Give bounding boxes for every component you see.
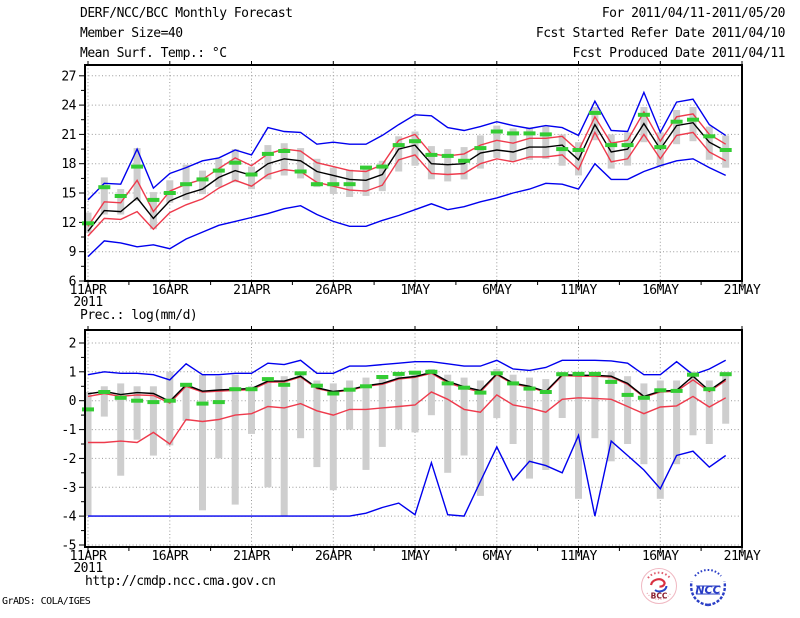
forecast-period-label: For 2011/04/11-2011/05/20 [601,6,786,21]
series-lines [87,359,727,517]
svg-text:12: 12 [61,216,76,231]
member-size-label: Member Size=40 [80,26,183,41]
bcc-logo-red-swirl [649,578,666,588]
bcc-logo-ring [641,568,677,604]
svg-text:11MAY: 11MAY [560,283,597,298]
svg-text:21MAY: 21MAY [724,283,761,298]
axis-labels: 6 9 12 15 18 21 24 27 11APR 16APR 21APR 26APR 1MAY 6M… [61,69,761,310]
series-upper-spread [87,372,727,404]
ncc-logo-label: NCC [695,584,720,597]
series-ensemble-max [87,359,727,381]
axis-ticks [79,326,743,553]
ncc-logo: NCC [689,569,727,607]
ncc-logo-left-wreath [689,581,709,607]
obs-dashes [82,110,732,226]
svg-text:1: 1 [69,365,76,380]
precip-chart-title: Prec.: log(mm/d) [80,308,198,323]
bcc-logo-bottom-text [646,592,672,600]
svg-text:-5: -5 [61,539,76,554]
svg-text:26APR: 26APR [315,549,352,564]
bcc-logo-top-characters [647,571,671,579]
svg-text:0: 0 [69,394,76,409]
series-lower-spread [88,391,727,445]
ncc-logo-right-wreath [707,581,727,607]
svg-text:11MAY: 11MAY [560,549,597,564]
svg-text:6MAY: 6MAY [482,549,512,564]
series-upper-spread [87,110,727,227]
source-url: http://cmdp.ncc.cma.gov.cn [85,574,276,589]
svg-text:2: 2 [69,337,76,352]
svg-text:-3: -3 [61,481,76,496]
ncc-logo-top-characters [694,569,722,577]
svg-text:18: 18 [61,157,76,172]
svg-text:16MAY: 16MAY [642,549,679,564]
refer-date-label: Fcst Started Refer Date 2011/04/10 [535,26,786,41]
svg-text:16APR: 16APR [151,283,188,298]
series-ensemble-max [87,90,727,201]
svg-text:15: 15 [61,187,76,202]
obs-dashes [82,369,732,412]
series-ensemble-mean [87,371,727,403]
temp-chart-title: Mean Surf. Temp.: °C [80,46,227,61]
grads-credit: GrADS: COLA/IGES [2,596,91,607]
bcc-logo-blue-swirl [654,585,668,593]
spread-bars [84,369,730,517]
svg-text:26APR: 26APR [315,283,352,298]
svg-text:16MAY: 16MAY [642,283,679,298]
svg-text:27: 27 [61,69,76,84]
gridlines [85,330,742,547]
svg-text:21APR: 21APR [233,549,270,564]
svg-text:16APR: 16APR [151,549,188,564]
series-ensemble-min [88,432,727,517]
svg-text:11APR: 11APR [70,283,107,298]
svg-text:21MAY: 21MAY [724,549,761,564]
svg-text:6MAY: 6MAY [482,283,512,298]
series-ensemble-min [87,158,727,258]
series-lower-spread [87,130,727,237]
svg-text:21APR: 21APR [233,283,270,298]
axis-ticks [79,61,743,287]
produced-date-label: Fcst Produced Date 2011/04/11 [572,46,786,61]
svg-text:-1: -1 [61,423,76,438]
svg-text:9: 9 [69,245,76,260]
spread-bars [84,107,730,234]
bcc-logo-label: BCC [651,592,668,601]
svg-text:1MAY: 1MAY [400,283,430,298]
series-lines [87,90,727,258]
svg-text:6: 6 [69,275,76,290]
svg-text:11APR: 11APR [70,549,107,564]
plot-frame [84,64,743,282]
series-ensemble-mean [87,121,727,232]
svg-text:21: 21 [61,128,76,143]
svg-text:-4: -4 [61,510,76,525]
bcc-logo: BCC [641,568,677,604]
svg-text:24: 24 [61,99,76,114]
plot-frame [84,329,743,548]
gridlines [85,65,742,281]
svg-text:1MAY: 1MAY [400,549,430,564]
axis-labels: -5 -4 -3 -2 -1 0 1 2 11APR 16APR 21APR 26APR 1MAY 6MA… [61,337,761,577]
svg-text:-2: -2 [61,452,76,467]
plot-title: DERF/NCC/BCC Monthly Forecast [80,6,293,21]
